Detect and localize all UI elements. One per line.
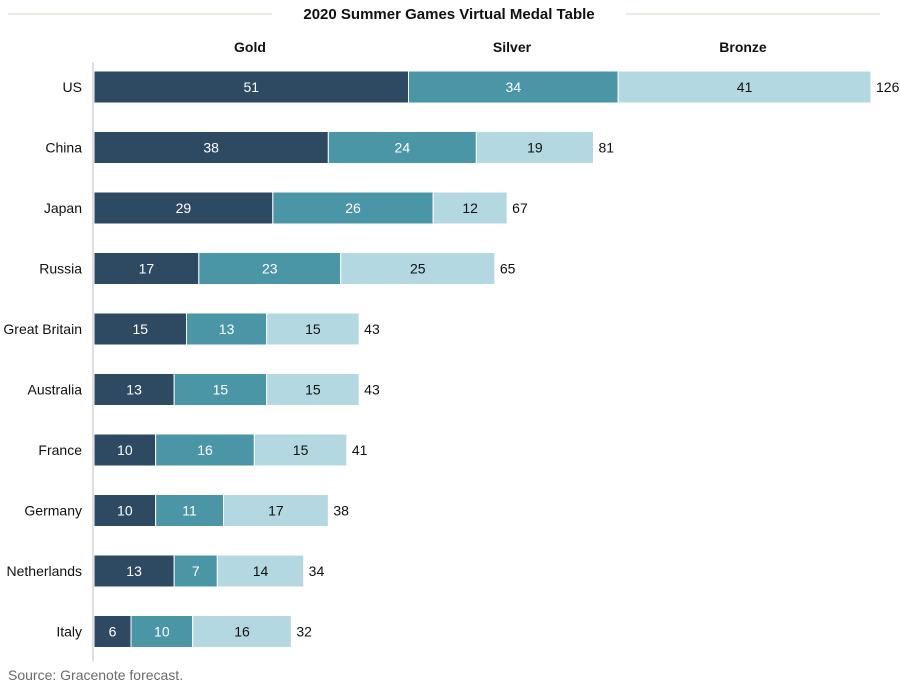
bar-bronze [475,131,595,164]
bar-value-label: 41 [737,79,753,95]
bar-value-label: 10 [117,503,133,519]
bar-value-label: 29 [176,200,192,216]
total-label: 41 [352,442,368,458]
chart-title: 2020 Summer Games Virtual Medal Table [303,6,594,23]
bar-gold [93,312,187,346]
category-label: Russia [39,261,82,277]
bar-value-label: 14 [253,563,269,579]
bar-silver [186,312,268,346]
bar-bronze [253,433,348,467]
bar-value-label: 15 [132,321,148,337]
legend-bronze: Bronze [719,39,767,55]
category-label: Great Britain [3,321,82,337]
bar-silver [408,70,619,104]
bar-value-label: 15 [213,382,229,398]
total-label: 38 [333,503,349,519]
bar-value-label: 34 [506,79,522,95]
bar-value-label: 11 [182,503,197,519]
category-label: Germany [24,503,82,519]
bar-bronze [192,615,292,648]
bar-bronze [340,252,496,285]
bar-bronze [216,554,305,588]
bar-gold [93,70,409,104]
bar-value-label: 51 [243,79,259,95]
bar-value-label: 15 [305,321,321,337]
bar-value-label: 6 [109,624,117,640]
total-label: 67 [512,200,528,216]
source-note: Source: Gracenote forecast. [8,667,184,683]
total-label: 65 [500,261,516,277]
bar-value-label: 7 [192,563,200,579]
bar-bronze [266,373,360,406]
bar-bronze [432,191,508,225]
bar-value-label: 16 [234,624,250,640]
bar-bronze [617,70,872,104]
bar-value-label: 15 [293,442,309,458]
category-label: China [45,140,82,156]
bar-bronze [223,494,329,527]
total-label: 81 [599,140,615,156]
bar-gold [93,554,175,588]
bar-gold [93,433,157,467]
bar-value-label: 38 [203,140,219,156]
bar-gold [93,373,175,406]
bar-silver [155,494,225,527]
legend-silver: Silver [493,39,532,55]
bar-value-label: 17 [268,503,284,519]
bar-gold [93,494,157,527]
bar-bronze [266,312,360,346]
total-label: 32 [296,624,312,640]
bar-value-label: 15 [305,382,321,398]
total-label: 34 [309,563,325,579]
bar-value-label: 16 [197,442,213,458]
total-label: 43 [364,321,380,337]
category-label: Australia [28,382,83,398]
bar-value-label: 26 [345,200,361,216]
bar-gold [93,131,329,164]
bar-value-label: 13 [219,321,235,337]
bar-value-label: 25 [410,261,426,277]
bar-value-label: 10 [117,442,133,458]
legend-gold: Gold [234,39,266,55]
bar-value-label: 24 [395,140,411,156]
category-label: US [63,79,82,95]
bar-silver [173,554,218,588]
bar-silver [272,191,434,225]
category-label: Netherlands [7,563,83,579]
bar-silver [327,131,477,164]
bar-value-label: 12 [462,200,478,216]
bar-value-label: 13 [126,382,142,398]
total-label: 126 [876,79,900,95]
category-label: France [38,442,82,458]
category-label: Italy [56,624,82,640]
bar-value-label: 10 [154,624,170,640]
bar-value-label: 23 [262,261,278,277]
bar-silver [130,615,194,648]
bar-silver [198,252,342,285]
bar-value-label: 17 [139,261,155,277]
bar-gold [93,252,200,285]
bar-value-label: 13 [126,563,142,579]
bar-value-label: 19 [527,140,543,156]
total-label: 43 [364,382,380,398]
category-label: Japan [44,200,82,216]
bar-silver [173,373,268,406]
